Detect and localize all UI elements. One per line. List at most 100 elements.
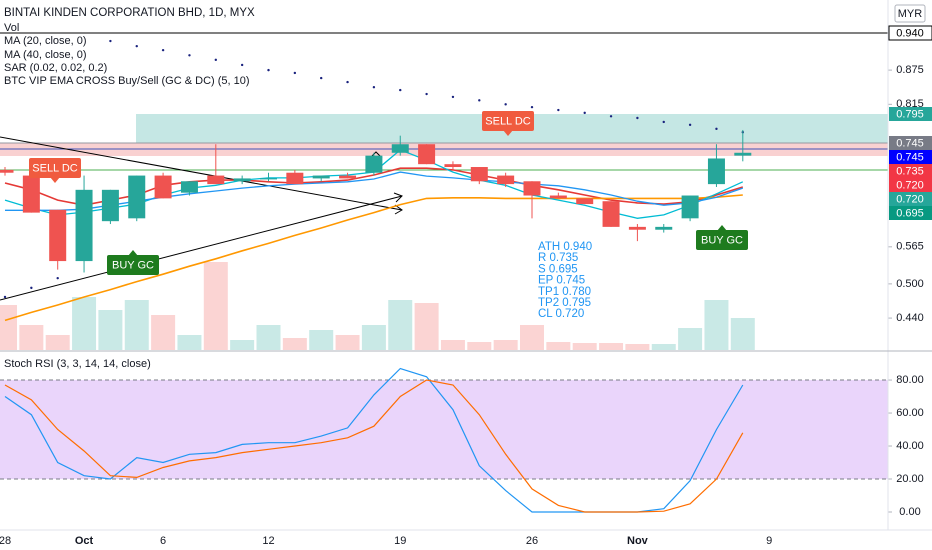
- x-tick-label: Nov: [627, 535, 649, 547]
- signal-box: [29, 158, 81, 178]
- signal-label: BUY GC: [112, 259, 154, 271]
- candle-body: [49, 209, 67, 262]
- y-tick-label: 0.00: [899, 506, 920, 518]
- volume-bar: [203, 262, 228, 350]
- sar-dot: [557, 108, 560, 112]
- volume-bar: [440, 340, 465, 350]
- volume-bar: [256, 325, 281, 350]
- price-tag: [889, 164, 932, 178]
- stoch-band: [0, 380, 888, 480]
- candle-body: [207, 175, 225, 185]
- sar-dot: [109, 39, 112, 43]
- candle-body: [602, 201, 620, 227]
- candle-body: [497, 175, 515, 185]
- y-tick-label: 60.00: [896, 407, 924, 419]
- sar-dot: [372, 86, 376, 89]
- volume-bar: [0, 305, 17, 350]
- currency-box: [894, 4, 926, 23]
- candle-body: [260, 178, 277, 180]
- candle-body: [75, 189, 93, 262]
- signal-label: SELL DC: [32, 162, 78, 174]
- volume-bar: [520, 325, 544, 350]
- trend-line: [0, 195, 403, 301]
- volume-bar: [230, 340, 255, 350]
- signal-box: [696, 230, 748, 250]
- price-tag-label: 0.735: [896, 165, 924, 177]
- candle-body: [681, 195, 699, 219]
- sar-dot: [399, 88, 402, 92]
- signal-label: SELL DC: [485, 115, 531, 127]
- price-tag-label: 0.745: [896, 151, 924, 163]
- candle-body: [286, 172, 304, 185]
- price-tag-label: 0.745: [896, 137, 924, 149]
- volume-bar: [282, 338, 307, 350]
- volume-bar: [599, 343, 624, 350]
- candle-body: [444, 164, 462, 168]
- indicator-legend: BTC VIP EMA CROSS Buy/Sell (GC & DC) (5,…: [4, 75, 250, 87]
- candle-body: [312, 175, 330, 179]
- candle-body: [576, 198, 594, 205]
- x-tick-label: 9: [766, 535, 772, 547]
- candle-body: [101, 189, 119, 222]
- volume-bar: [730, 318, 755, 350]
- candle-body: [628, 226, 646, 230]
- stoch-title: Stoch RSI (3, 3, 14, 14, close): [4, 358, 151, 370]
- sar-dot: [715, 127, 718, 131]
- sar-dot: [346, 80, 349, 84]
- volume-bar: [151, 315, 176, 350]
- arrow-head: [394, 204, 403, 215]
- volume-bar: [335, 335, 360, 350]
- candle-body: [0, 169, 14, 173]
- price-tag-label: 0.940: [896, 27, 924, 39]
- plan-text: CL 0.720: [538, 308, 584, 320]
- price-tag-label: 0.695: [896, 207, 924, 219]
- candle-body: [707, 158, 725, 185]
- signal-pointer: [717, 225, 727, 231]
- signal-pointer: [50, 177, 60, 183]
- sar-dot: [56, 276, 59, 280]
- volume-bar: [625, 344, 650, 350]
- sar-dot: [293, 71, 297, 75]
- volume-bar: [546, 342, 571, 350]
- plan-text: EP 0.745: [538, 275, 585, 287]
- sar-dot: [425, 92, 428, 96]
- sar-dot: [478, 99, 481, 102]
- y-tick-label: 80.00: [896, 374, 924, 386]
- candle-body: [734, 152, 752, 156]
- plan-text: S 0.695: [538, 263, 578, 275]
- sar-dot: [267, 68, 270, 72]
- signal-box: [107, 255, 159, 275]
- signal-box: [482, 111, 534, 131]
- indicator-legend: SAR (0.02, 0.02, 0.2): [4, 62, 107, 74]
- y-tick-label: 40.00: [896, 440, 924, 452]
- candle-body: [655, 226, 673, 230]
- volume-bar: [98, 310, 123, 350]
- price-tag-label: 0.720: [896, 179, 924, 191]
- price-tag-label: 0.720: [896, 193, 924, 205]
- chart-title: BINTAI KINDEN CORPORATION BHD, 1D, MYX: [4, 7, 255, 19]
- sar-dot: [688, 123, 692, 127]
- volume-bar: [493, 340, 518, 350]
- sar-dot: [161, 48, 165, 52]
- sar-dot: [214, 58, 217, 62]
- candle-body: [154, 175, 172, 199]
- sar-dot: [188, 54, 191, 57]
- sar-dot: [609, 115, 613, 118]
- volume-bar: [72, 297, 97, 350]
- sar-dot: [636, 116, 639, 120]
- candle-body: [180, 181, 198, 193]
- candle-body: [549, 195, 567, 199]
- plan-text: R 0.735: [538, 252, 578, 264]
- sar-dot: [504, 103, 507, 106]
- signal-label: BUY GC: [701, 234, 743, 246]
- volume-bar: [467, 342, 492, 350]
- y-tick-label: 0.565: [896, 241, 924, 253]
- sar-dot: [451, 95, 455, 99]
- indicator-legend: MA (20, close, 0): [4, 35, 87, 47]
- volume-bar: [361, 325, 386, 350]
- ema-line: [5, 171, 744, 211]
- plan-text: ATH 0.940: [538, 241, 592, 253]
- price-tag: [888, 25, 932, 41]
